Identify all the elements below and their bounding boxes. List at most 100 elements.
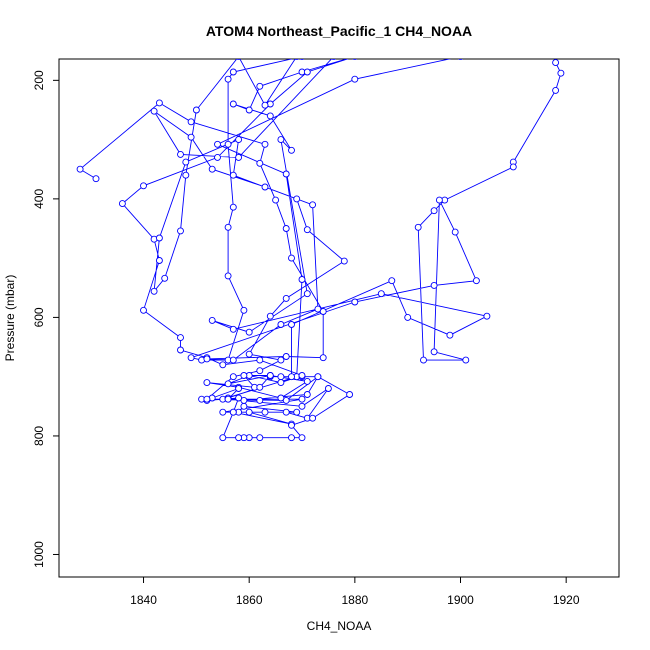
data-point [340, 257, 348, 265]
data-point [293, 195, 301, 203]
data-point [314, 373, 322, 381]
data-point [282, 408, 290, 416]
data-point [266, 112, 274, 120]
data-point [309, 201, 317, 209]
x-tick-label: 1860 [236, 593, 263, 607]
data-point [509, 163, 517, 171]
data-point [351, 298, 359, 306]
data-point [288, 146, 295, 154]
data-point [294, 59, 300, 61]
data-point [245, 106, 253, 114]
data-point [224, 75, 232, 83]
x-tick-label: 1880 [341, 593, 368, 607]
data-point [187, 118, 195, 126]
data-point [462, 356, 470, 364]
data-point [182, 171, 190, 179]
data-point [277, 379, 285, 387]
data-point [76, 165, 84, 173]
data-point [420, 356, 427, 364]
data-point [235, 136, 243, 144]
data-point [293, 408, 301, 416]
data-point [388, 277, 396, 285]
y-tick-label: 200 [32, 70, 46, 90]
data-point [256, 82, 264, 90]
data-point [235, 385, 243, 392]
data-point [430, 348, 438, 356]
data-point [277, 394, 285, 402]
data-point [92, 175, 100, 183]
data-point [298, 372, 306, 379]
data-point [256, 356, 264, 364]
data-point [224, 395, 232, 403]
data-point [430, 281, 438, 289]
data-point [229, 100, 237, 108]
data-point [351, 75, 359, 83]
data-point [236, 59, 242, 61]
x-tick-label: 1920 [553, 593, 580, 607]
y-tick-label: 800 [32, 426, 46, 446]
data-point [235, 434, 243, 442]
data-point [288, 321, 295, 328]
data-point [224, 223, 232, 231]
data-point [377, 290, 385, 298]
data-point [319, 354, 327, 362]
data-point [303, 377, 311, 385]
data-point [235, 394, 243, 402]
x-axis-label: CH4_NOAA [307, 619, 372, 633]
data-point [203, 379, 211, 387]
data-point [229, 325, 237, 333]
data-point [224, 140, 232, 148]
data-point [203, 355, 211, 363]
data-point [288, 434, 295, 442]
data-point [303, 391, 311, 398]
data-point [229, 373, 237, 381]
data-point [261, 140, 269, 148]
data-point [324, 385, 332, 392]
data-point [219, 408, 227, 416]
data-point [352, 59, 358, 61]
data-point [446, 331, 454, 339]
y-tick-label: 1000 [32, 541, 46, 568]
data-point [240, 306, 248, 314]
y-tick-label: 600 [32, 307, 46, 327]
data-point [214, 153, 221, 161]
data-point [303, 226, 311, 234]
data-point [140, 182, 147, 190]
data-point [155, 257, 163, 264]
data-point [458, 59, 463, 61]
data-point [208, 316, 216, 324]
data-point [229, 68, 237, 76]
y-axis-label: Pressure (mbar) [3, 275, 17, 362]
data-point [161, 274, 169, 282]
chart-title: ATOM4 Northeast_Pacific_1 CH4_NOAA [206, 23, 472, 39]
data-point [177, 227, 184, 235]
data-point [557, 69, 565, 77]
data-point [118, 200, 126, 208]
data-point [472, 277, 480, 285]
data-point [298, 395, 306, 403]
data-point [303, 68, 311, 76]
data-point [414, 223, 422, 231]
data-point [288, 254, 295, 262]
data-point [140, 306, 147, 314]
data-point [319, 308, 327, 315]
data-point [256, 434, 264, 442]
x-tick-label: 1840 [130, 593, 157, 607]
x-tick-label: 1900 [447, 593, 474, 607]
data-point [155, 234, 163, 242]
data-point [282, 294, 290, 302]
data-point [346, 391, 354, 398]
data-point [203, 395, 211, 403]
data-point [177, 346, 184, 354]
data-point [229, 356, 237, 364]
data-point [229, 171, 237, 179]
data-point [192, 106, 200, 114]
data-point [261, 408, 269, 416]
data-point [256, 159, 264, 167]
data-point [288, 373, 295, 381]
data-point [261, 101, 269, 109]
data-point [435, 196, 443, 204]
data-point [552, 59, 560, 67]
data-point [256, 396, 264, 404]
